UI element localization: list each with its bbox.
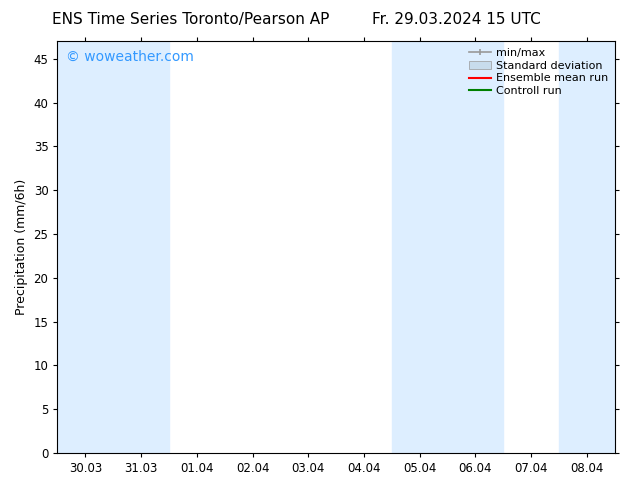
Bar	[559, 41, 615, 453]
Text: Fr. 29.03.2024 15 UTC: Fr. 29.03.2024 15 UTC	[372, 12, 541, 27]
Text: © woweather.com: © woweather.com	[66, 49, 194, 63]
Bar	[113, 41, 169, 453]
Y-axis label: Precipitation (mm/6h): Precipitation (mm/6h)	[15, 179, 28, 315]
Text: ENS Time Series Toronto/Pearson AP: ENS Time Series Toronto/Pearson AP	[51, 12, 329, 27]
Legend: min/max, Standard deviation, Ensemble mean run, Controll run: min/max, Standard deviation, Ensemble me…	[466, 45, 612, 99]
Bar	[58, 41, 113, 453]
Bar	[392, 41, 448, 453]
Bar	[448, 41, 503, 453]
